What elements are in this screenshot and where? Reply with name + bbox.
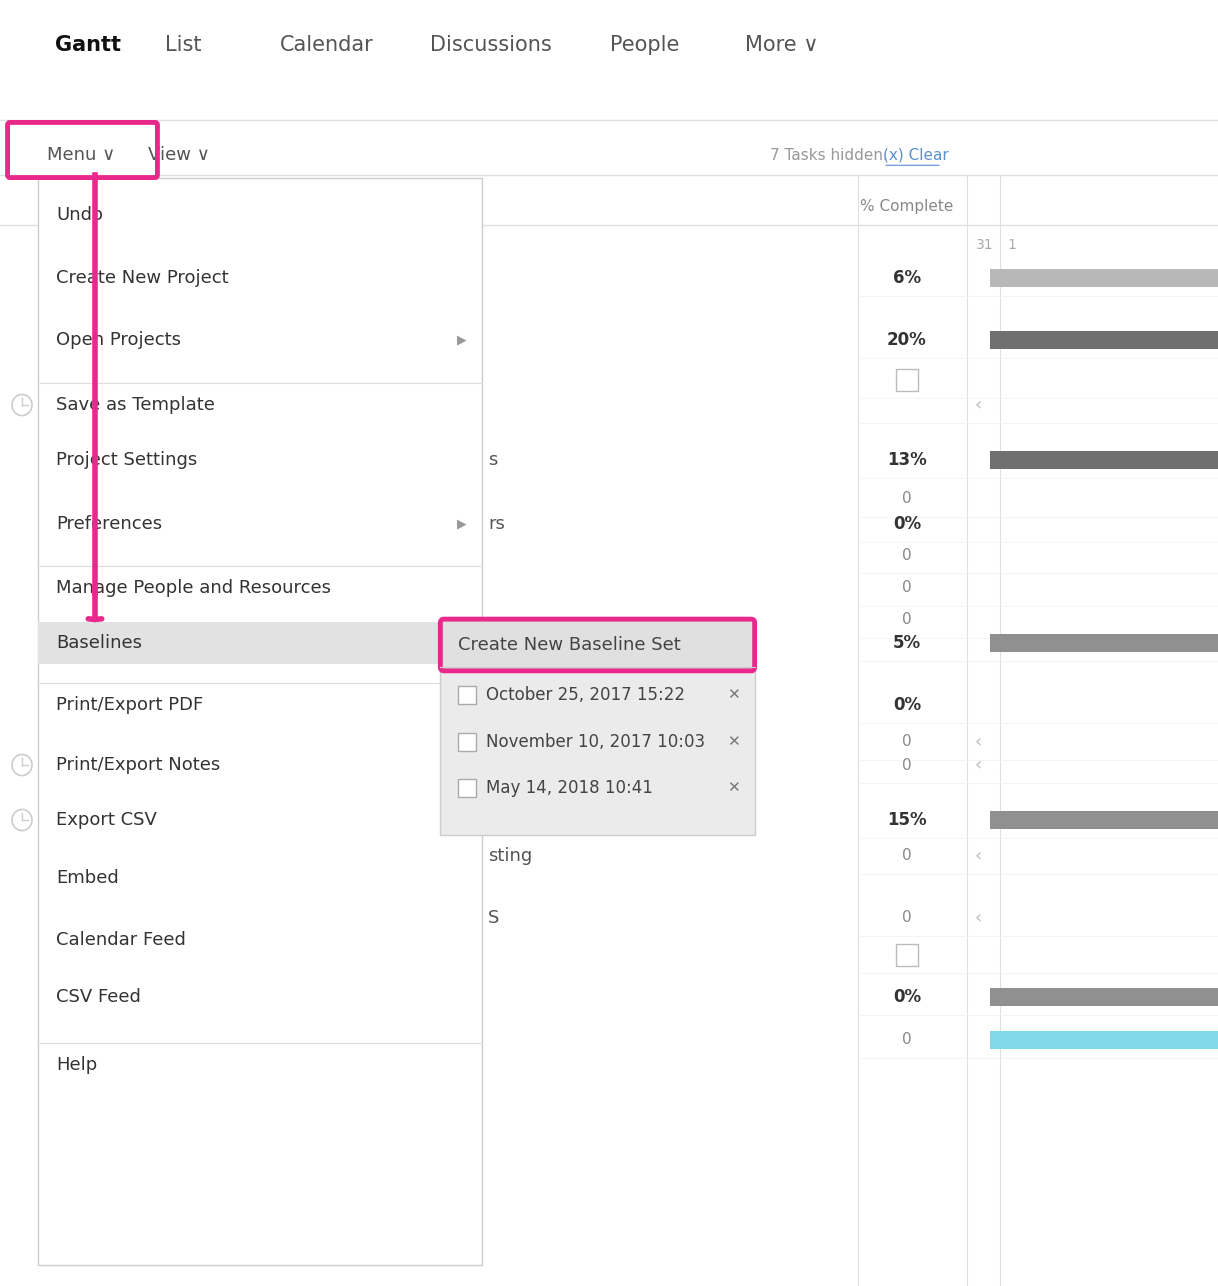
- FancyBboxPatch shape: [896, 944, 918, 966]
- Text: 7 Tasks hidden.: 7 Tasks hidden.: [770, 148, 888, 162]
- Text: Export CSV: Export CSV: [56, 811, 157, 829]
- Text: 0: 0: [903, 910, 912, 926]
- Text: ‹: ‹: [974, 847, 982, 865]
- FancyBboxPatch shape: [990, 451, 1218, 469]
- FancyBboxPatch shape: [38, 622, 482, 664]
- Text: Calendar: Calendar: [280, 35, 374, 55]
- Text: 31: 31: [976, 238, 994, 252]
- Text: 0%: 0%: [893, 514, 921, 532]
- FancyBboxPatch shape: [990, 811, 1218, 829]
- FancyBboxPatch shape: [458, 733, 476, 751]
- Text: Create New Project: Create New Project: [56, 269, 229, 287]
- FancyBboxPatch shape: [441, 619, 755, 671]
- Text: November 10, 2017 10:03: November 10, 2017 10:03: [486, 733, 705, 751]
- Text: List: List: [164, 35, 201, 55]
- Text: 20%: 20%: [887, 331, 927, 349]
- Text: S: S: [488, 909, 499, 927]
- Text: October 25, 2017 15:22: October 25, 2017 15:22: [486, 685, 685, 703]
- Text: ‹: ‹: [974, 733, 982, 751]
- Text: ✕: ✕: [727, 781, 739, 796]
- Text: % Complete: % Complete: [860, 199, 954, 215]
- Text: Create New Baseline Set: Create New Baseline Set: [458, 637, 681, 655]
- Text: May 14, 2018 10:41: May 14, 2018 10:41: [486, 779, 653, 797]
- Text: 0: 0: [903, 491, 912, 507]
- Text: 0: 0: [903, 1033, 912, 1048]
- Text: Preferences: Preferences: [56, 514, 162, 532]
- FancyBboxPatch shape: [38, 177, 482, 1265]
- FancyBboxPatch shape: [458, 779, 476, 797]
- Text: Calendar Feed: Calendar Feed: [56, 931, 186, 949]
- Text: ▶: ▶: [457, 333, 466, 346]
- Text: Discussions: Discussions: [430, 35, 552, 55]
- Text: 15%: 15%: [887, 811, 927, 829]
- Text: 0: 0: [903, 548, 912, 562]
- Text: View ∨: View ∨: [149, 147, 209, 165]
- Text: sting: sting: [488, 847, 532, 865]
- Text: Embed: Embed: [56, 869, 118, 887]
- Text: Save as Template: Save as Template: [56, 396, 214, 414]
- FancyBboxPatch shape: [440, 620, 755, 835]
- Text: 0: 0: [903, 612, 912, 628]
- Text: ▶: ▶: [457, 517, 466, 531]
- Text: 0: 0: [903, 849, 912, 863]
- Text: Open Projects: Open Projects: [56, 331, 181, 349]
- Text: ✕: ✕: [727, 688, 739, 702]
- Text: More ∨: More ∨: [745, 35, 818, 55]
- Text: ‹: ‹: [974, 756, 982, 774]
- Text: Baselines: Baselines: [56, 634, 143, 652]
- Text: Gantt: Gantt: [55, 35, 121, 55]
- Text: Menu ∨: Menu ∨: [48, 147, 116, 165]
- Text: 5%: 5%: [893, 634, 921, 652]
- Text: People: People: [610, 35, 680, 55]
- FancyBboxPatch shape: [990, 634, 1218, 652]
- Text: 0: 0: [903, 580, 912, 595]
- Text: 0: 0: [903, 757, 912, 773]
- FancyBboxPatch shape: [990, 988, 1218, 1006]
- Text: 6%: 6%: [893, 269, 921, 287]
- Text: 0%: 0%: [893, 696, 921, 714]
- Text: 13%: 13%: [887, 451, 927, 469]
- Text: (x) Clear: (x) Clear: [883, 148, 949, 162]
- Text: Undo: Undo: [56, 206, 104, 224]
- Text: ‹: ‹: [974, 909, 982, 927]
- Text: ✕: ✕: [727, 734, 739, 750]
- Text: 0%: 0%: [893, 988, 921, 1006]
- Text: Manage People and Resources: Manage People and Resources: [56, 579, 331, 597]
- Text: 0: 0: [903, 734, 912, 750]
- Text: CSV Feed: CSV Feed: [56, 988, 141, 1006]
- Text: s: s: [488, 451, 497, 469]
- Text: Print/Export Notes: Print/Export Notes: [56, 756, 220, 774]
- Text: ‹: ‹: [974, 396, 982, 414]
- Text: Project Settings: Project Settings: [56, 451, 197, 469]
- Text: 1: 1: [1007, 238, 1017, 252]
- FancyBboxPatch shape: [990, 1031, 1218, 1049]
- FancyBboxPatch shape: [990, 269, 1218, 287]
- FancyBboxPatch shape: [896, 369, 918, 391]
- FancyBboxPatch shape: [458, 685, 476, 703]
- Text: Print/Export PDF: Print/Export PDF: [56, 696, 203, 714]
- FancyBboxPatch shape: [990, 331, 1218, 349]
- Text: Help: Help: [56, 1056, 97, 1074]
- Text: rs: rs: [488, 514, 505, 532]
